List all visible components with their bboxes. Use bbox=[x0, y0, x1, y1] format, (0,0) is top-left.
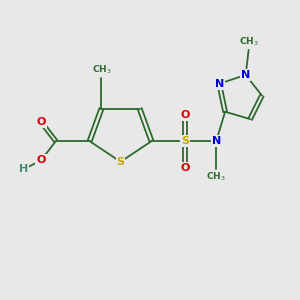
Text: H: H bbox=[20, 164, 28, 174]
Text: S: S bbox=[181, 136, 189, 146]
Text: S: S bbox=[117, 157, 124, 167]
Text: N: N bbox=[241, 70, 250, 80]
Text: N: N bbox=[214, 79, 224, 89]
Text: N: N bbox=[212, 136, 221, 146]
Text: CH$_3$: CH$_3$ bbox=[206, 171, 226, 183]
Text: O: O bbox=[36, 117, 46, 127]
Text: CH$_3$: CH$_3$ bbox=[239, 36, 259, 48]
Text: O: O bbox=[181, 163, 190, 173]
Text: CH$_3$: CH$_3$ bbox=[92, 64, 111, 76]
Text: O: O bbox=[36, 155, 46, 165]
Text: O: O bbox=[181, 110, 190, 120]
